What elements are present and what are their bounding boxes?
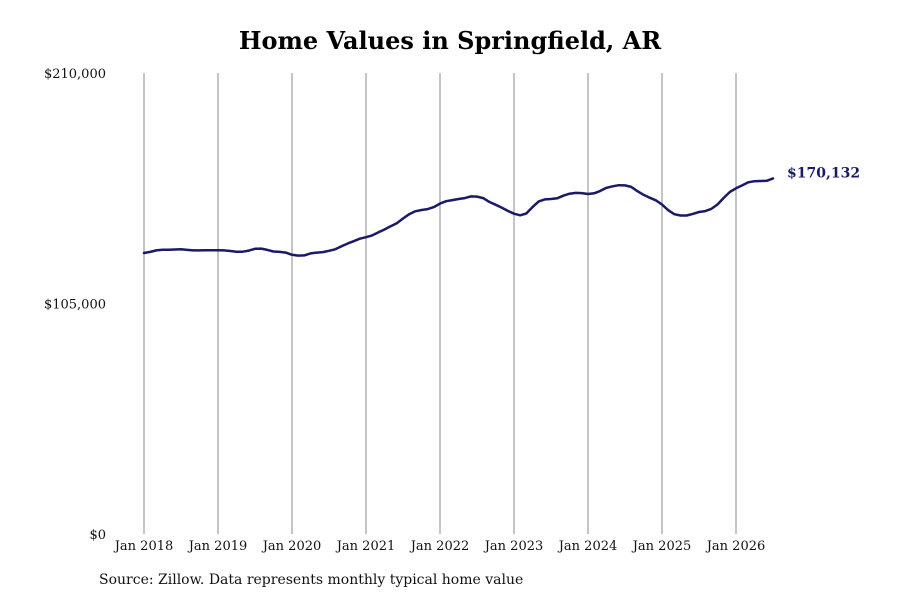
x-tick-label: Jan 2026 (705, 539, 766, 554)
series-line (142, 177, 775, 257)
y-tick-label: $105,000 (44, 298, 106, 313)
x-tick-label: Jan 2025 (631, 539, 692, 554)
x-tick-label: Jan 2022 (409, 539, 470, 554)
x-tick-label: Jan 2021 (335, 539, 396, 554)
y-tick-label: $210,000 (44, 67, 106, 82)
x-tick-label: Jan 2023 (483, 539, 544, 554)
x-tick-label: Jan 2018 (113, 539, 174, 554)
x-tick-label: Jan 2020 (261, 539, 322, 554)
x-tick-label: Jan 2019 (187, 539, 248, 554)
end-value-label: $170,132 (787, 165, 860, 181)
source-note: Source: Zillow. Data represents monthly … (99, 572, 524, 588)
y-tick-label: $0 (89, 528, 106, 543)
x-tick-label: Jan 2024 (557, 539, 618, 554)
chart-title: Home Values in Springfield, AR (238, 26, 662, 55)
